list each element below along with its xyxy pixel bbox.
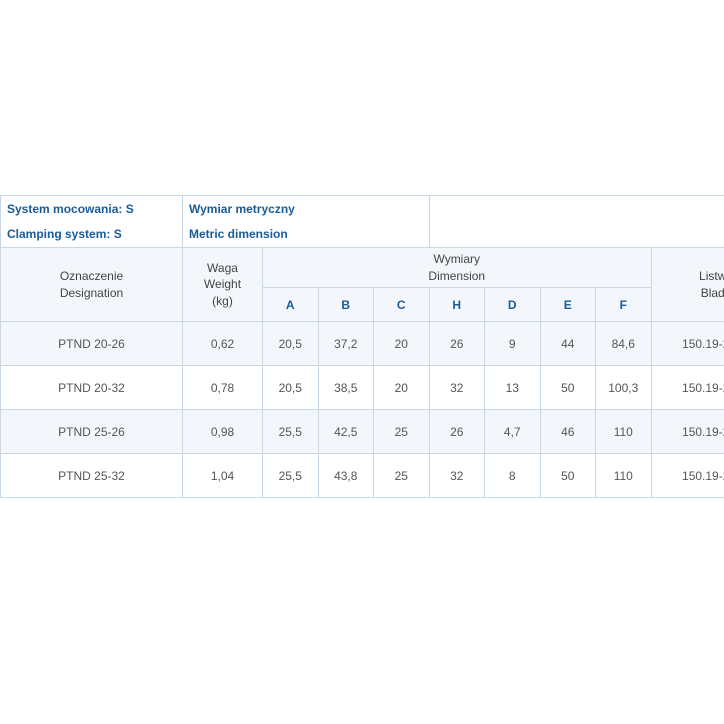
dim-cell-B: 43,8 [318, 454, 374, 498]
col-dimensions-group: WymiaryDimension [263, 248, 652, 288]
blade-cell: 150.19-25-... [651, 366, 724, 410]
dim-cell-C: 20 [374, 366, 430, 410]
dim-cell-H: 32 [429, 366, 485, 410]
dim-cell-A: 25,5 [263, 454, 319, 498]
dim-cell-F: 84,6 [596, 322, 652, 366]
dim-cell-E: 46 [540, 410, 596, 454]
weight-cell: 0,98 [183, 410, 263, 454]
page-wrap: System mocowania: S Wymiar metryczny Cla… [0, 0, 724, 498]
col-F: F [596, 288, 652, 322]
header-row-bot: Clamping system: S Metric dimension [1, 222, 724, 248]
col-H: H [429, 288, 485, 322]
col-E: E [540, 288, 596, 322]
dim-cell-D: 4,7 [485, 410, 541, 454]
blade-cell: 150.19-20-... [651, 410, 724, 454]
dim-cell-F: 100,3 [596, 366, 652, 410]
weight-cell: 1,04 [183, 454, 263, 498]
table-row: PTND 20-320,7820,538,520321350100,3150.1… [1, 366, 724, 410]
dim-cell-E: 44 [540, 322, 596, 366]
col-blade-label: ListwaBlade [699, 269, 724, 299]
designation-cell: PTND 25-26 [1, 410, 183, 454]
dim-cell-C: 20 [374, 322, 430, 366]
col-A: A [263, 288, 319, 322]
designation-cell: PTND 20-32 [1, 366, 183, 410]
hdr-left-top: System mocowania: S [1, 196, 183, 222]
hdr-mid-top: Wymiar metryczny [183, 196, 430, 222]
header-row-top: System mocowania: S Wymiar metryczny [1, 196, 724, 222]
table-row: PTND 25-260,9825,542,525264,746110150.19… [1, 410, 724, 454]
col-weight: WagaWeight(kg) [183, 248, 263, 322]
designation-cell: PTND 20-26 [1, 322, 183, 366]
col-B: B [318, 288, 374, 322]
dim-cell-A: 25,5 [263, 410, 319, 454]
table-row: PTND 20-260,6220,537,2202694484,6150.19-… [1, 322, 724, 366]
data-rows: PTND 20-260,6220,537,2202694484,6150.19-… [1, 322, 724, 498]
column-header-row-1: OznaczenieDesignation WagaWeight(kg) Wym… [1, 248, 724, 288]
dim-cell-F: 110 [596, 410, 652, 454]
weight-cell: 0,78 [183, 366, 263, 410]
table-row: PTND 25-321,0425,543,82532850110150.19-2… [1, 454, 724, 498]
dim-cell-C: 25 [374, 454, 430, 498]
hdr-blank-top [429, 196, 724, 222]
dim-cell-A: 20,5 [263, 366, 319, 410]
col-dimensions-label: WymiaryDimension [428, 252, 485, 282]
dim-cell-F: 110 [596, 454, 652, 498]
col-designation-label: OznaczenieDesignation [60, 269, 123, 299]
dim-cell-B: 38,5 [318, 366, 374, 410]
dim-cell-H: 26 [429, 322, 485, 366]
dim-cell-E: 50 [540, 454, 596, 498]
dim-cell-C: 25 [374, 410, 430, 454]
designation-cell: PTND 25-32 [1, 454, 183, 498]
dim-cell-A: 20,5 [263, 322, 319, 366]
dim-cell-D: 13 [485, 366, 541, 410]
blade-cell: 150.19-20-... [651, 322, 724, 366]
dim-cell-H: 26 [429, 410, 485, 454]
col-C: C [374, 288, 430, 322]
dim-cell-D: 8 [485, 454, 541, 498]
hdr-mid-bot: Metric dimension [183, 222, 430, 248]
weight-cell: 0,62 [183, 322, 263, 366]
dim-cell-E: 50 [540, 366, 596, 410]
col-D: D [485, 288, 541, 322]
blade-cell: 150.19-25-... [651, 454, 724, 498]
col-blade: ListwaBlade [651, 248, 724, 322]
col-weight-label: WagaWeight(kg) [204, 261, 241, 307]
dim-cell-H: 32 [429, 454, 485, 498]
hdr-blank-bot [429, 222, 724, 248]
dim-cell-B: 42,5 [318, 410, 374, 454]
hdr-left-bot: Clamping system: S [1, 222, 183, 248]
dim-cell-D: 9 [485, 322, 541, 366]
spec-table: System mocowania: S Wymiar metryczny Cla… [0, 195, 724, 498]
dim-cell-B: 37,2 [318, 322, 374, 366]
col-designation: OznaczenieDesignation [1, 248, 183, 322]
